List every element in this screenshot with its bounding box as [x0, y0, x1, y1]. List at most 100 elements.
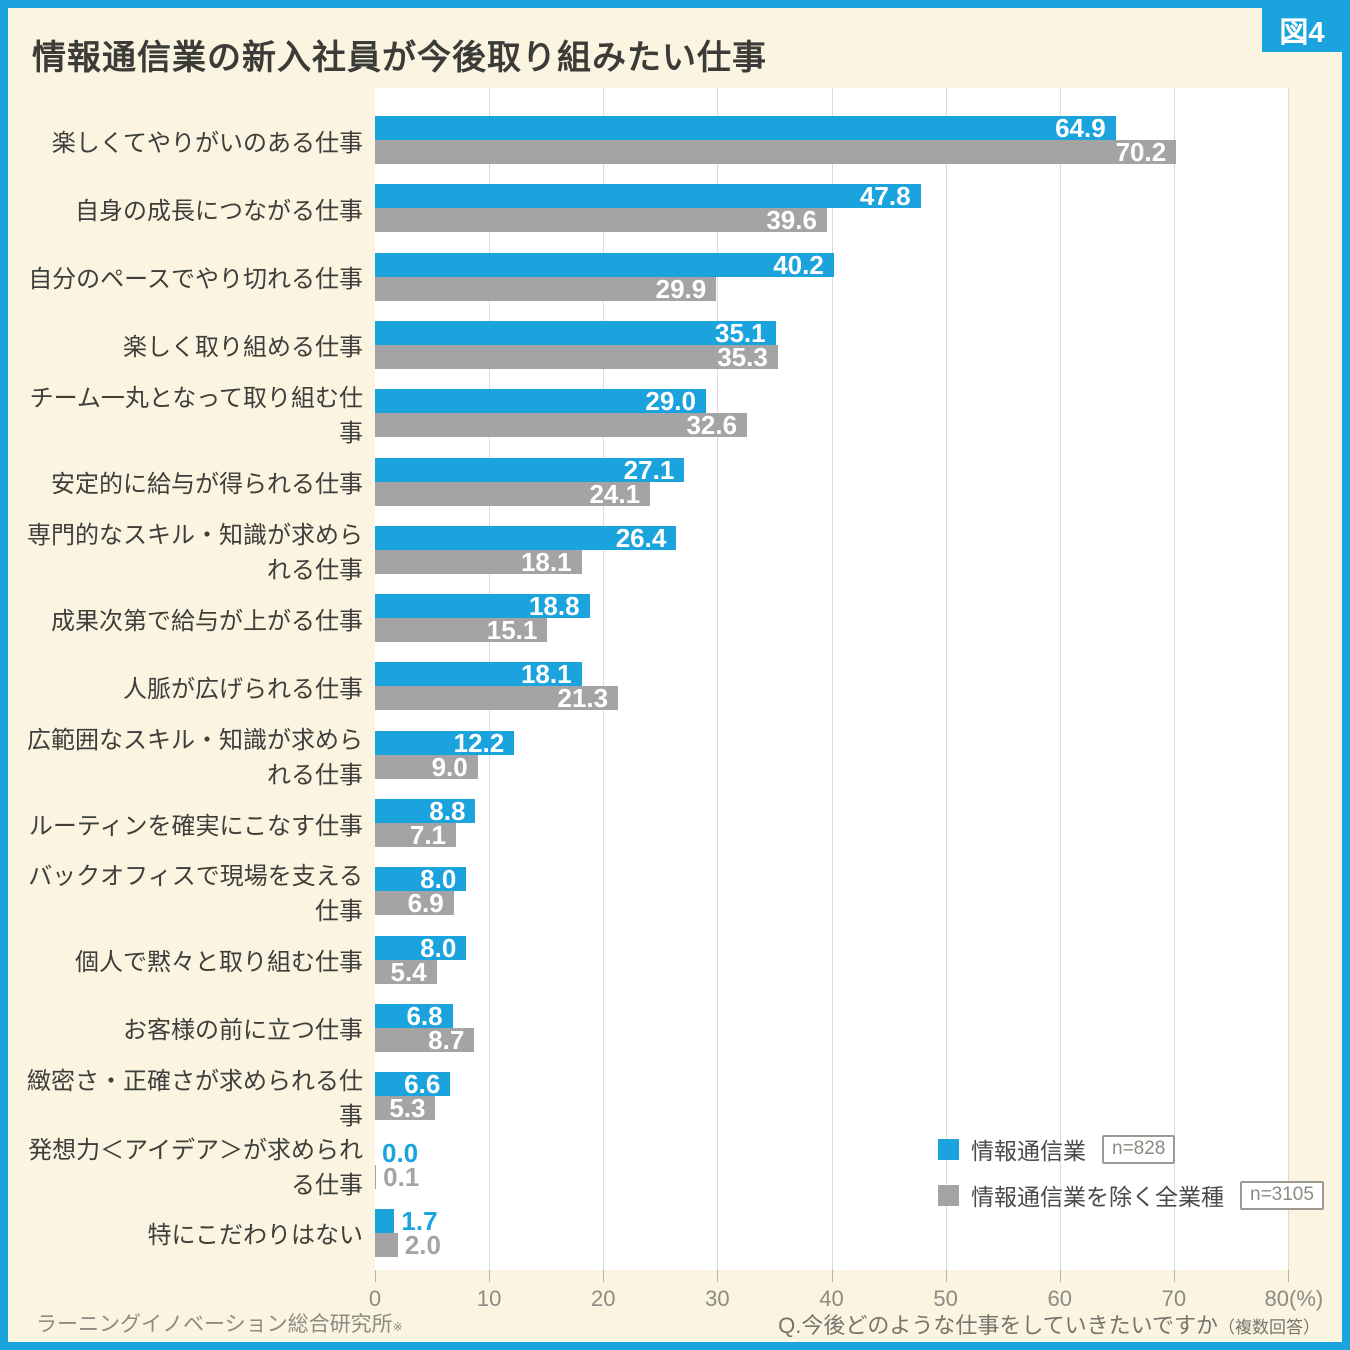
bar-pair: 47.8 39.6 [375, 183, 1288, 236]
bar-track: 35.1 [375, 320, 1288, 346]
bar-pair: 35.1 35.3 [375, 320, 1288, 372]
chart-row: 専門的なスキル・知識が求められる仕事 26.4 18.1 [8, 521, 1342, 594]
category-label: 個人で黙々と取り組む仕事 [75, 949, 363, 977]
bar-track: 8.8 [375, 796, 1288, 826]
bar-track: 35.3 [375, 341, 1288, 372]
bar-other-industries [375, 1164, 377, 1189]
question-text: Q.今後どのような仕事をしていきたいですか [778, 1313, 1218, 1338]
chart-row: 特にこだわりはない 1.7 2.0 [8, 1208, 1342, 1277]
legend-sample-size: n=3105 [1240, 1180, 1324, 1210]
chart-row: バックオフィスで現場を支える仕事 8.0 6.9 [8, 863, 1342, 935]
chart-row: 成果次第で給与が上がる仕事 18.8 15.1 [8, 591, 1342, 662]
bar-value: 35.3 [717, 341, 768, 372]
bar-track: 27.1 [375, 454, 1288, 485]
chart-row: 緻密さ・正確さが求められる仕事 6.6 5.3 [8, 1068, 1342, 1140]
bar-other-industries [375, 276, 717, 301]
category-label: 発想力＜アイデア＞が求められる仕事 [28, 1136, 363, 1199]
bar-track: 6.6 [375, 1069, 1288, 1100]
bar-track: 64.9 [375, 113, 1288, 143]
bar-track: 0.1 [375, 1161, 1288, 1192]
axis-tick [1059, 1270, 1061, 1282]
axis-tick [603, 1270, 605, 1282]
bar-track: 8.0 [375, 935, 1288, 961]
bar-value: 8.8 [429, 796, 466, 826]
figure-number-badge: 図4 [1262, 8, 1342, 52]
category-label: 広範囲なスキル・知識が求められる仕事 [27, 726, 363, 789]
bar-other-industries [375, 208, 827, 233]
gridline [717, 88, 719, 1270]
bar-other-industries [375, 1096, 436, 1121]
legend-item: 情報通信業 n=828 [938, 1134, 1324, 1164]
chart-row: お客様の前に立つ仕事 6.8 8.7 [8, 1003, 1342, 1072]
gridline [603, 88, 605, 1270]
bar-it-industry [375, 525, 677, 550]
category-label: お客様の前に立つ仕事 [123, 1017, 363, 1045]
bar-it-industry [375, 320, 776, 345]
bar-track: 24.1 [375, 478, 1288, 509]
chart-title: 情報通信業の新入社員が今後取り組みたい仕事 [32, 39, 767, 77]
bar-track: 1.7 [375, 1208, 1288, 1234]
bar-value: 9.0 [431, 751, 468, 782]
bar-value: 8.7 [428, 1024, 465, 1055]
bar-pair: 1.7 2.0 [375, 1208, 1288, 1260]
category-label: 緻密さ・正確さが求められる仕事 [27, 1068, 363, 1131]
source-footnote-mark: ※ [392, 1320, 403, 1334]
bar-it-industry [375, 1208, 395, 1233]
bar-pair: 64.9 70.2 [375, 113, 1288, 165]
bar-it-industry [375, 799, 476, 823]
bar-it-industry [375, 389, 706, 414]
bar-track: 29.9 [375, 276, 1288, 302]
bar-value: 12.2 [453, 727, 505, 758]
bar-other-industries [375, 413, 748, 438]
bar-it-industry [375, 662, 582, 687]
chart-legend: 情報通信業 n=828 情報通信業を除く全業種 n=3105 [938, 1134, 1324, 1226]
category-label: 自身の成長につながる仕事 [75, 197, 363, 225]
category-label: 楽しく取り組める仕事 [123, 334, 363, 362]
bar-value: 26.4 [615, 522, 667, 553]
bar-value: 2.0 [404, 1229, 441, 1260]
bar-value: 39.6 [766, 205, 817, 236]
bar-it-industry [375, 184, 921, 209]
bar-value: 6.6 [404, 1069, 441, 1100]
chart-row: チーム一丸となって取り組む仕事 29.0 32.6 [8, 385, 1342, 457]
bar-value: 21.3 [557, 683, 609, 714]
bar-value: 18.1 [520, 659, 572, 690]
bar-pair: 29.0 32.6 [375, 388, 1288, 441]
category-label: 安定的に給与が得られる仕事 [51, 471, 363, 498]
bar-it-industry [375, 1003, 453, 1028]
bar-it-industry [375, 1072, 451, 1097]
bar-other-industries [375, 686, 619, 711]
gridline [831, 88, 833, 1270]
legend-swatch-gray [938, 1184, 959, 1206]
bar-pair: 8.0 6.9 [375, 866, 1288, 916]
bar-value: 24.1 [589, 478, 641, 509]
gridline [1059, 88, 1061, 1270]
bar-value: 18.8 [528, 591, 580, 622]
bar-it-industry [375, 457, 685, 482]
bar-other-industries [375, 549, 582, 574]
bar-track: 12.2 [375, 727, 1288, 758]
legend-label: 情報通信業を除く全業種 [971, 1184, 1224, 1210]
bar-value: 32.6 [686, 410, 738, 441]
bar-it-industry [375, 730, 515, 755]
bar-value: 0.1 [383, 1161, 420, 1192]
bar-track: 6.9 [375, 890, 1288, 916]
bar-other-industries [375, 959, 437, 984]
axis-tick-label: 40 [819, 1286, 844, 1311]
gridline [1288, 88, 1289, 1270]
bar-track: 7.1 [375, 822, 1288, 848]
bar-it-industry [375, 935, 467, 960]
category-label: 専門的なスキル・知識が求められる仕事 [27, 521, 363, 584]
axis-tick-label: 70 [1161, 1286, 1187, 1311]
bar-value: 27.1 [623, 454, 675, 485]
bar-value: 64.9 [1055, 113, 1106, 143]
bar-track: 40.2 [375, 252, 1288, 278]
source-credit: ラーニングイノベーション総合研究所※ [36, 1308, 403, 1338]
chart-row: 自身の成長につながる仕事 47.8 39.6 [8, 183, 1342, 252]
bar-track: 6.8 [375, 1003, 1288, 1029]
bar-pair: 27.1 24.1 [375, 454, 1288, 509]
axis-tick-label: 30 [705, 1286, 730, 1311]
category-label: バックオフィスで現場を支える仕事 [28, 863, 363, 926]
source-text: ラーニングイノベーション総合研究所 [36, 1313, 393, 1336]
